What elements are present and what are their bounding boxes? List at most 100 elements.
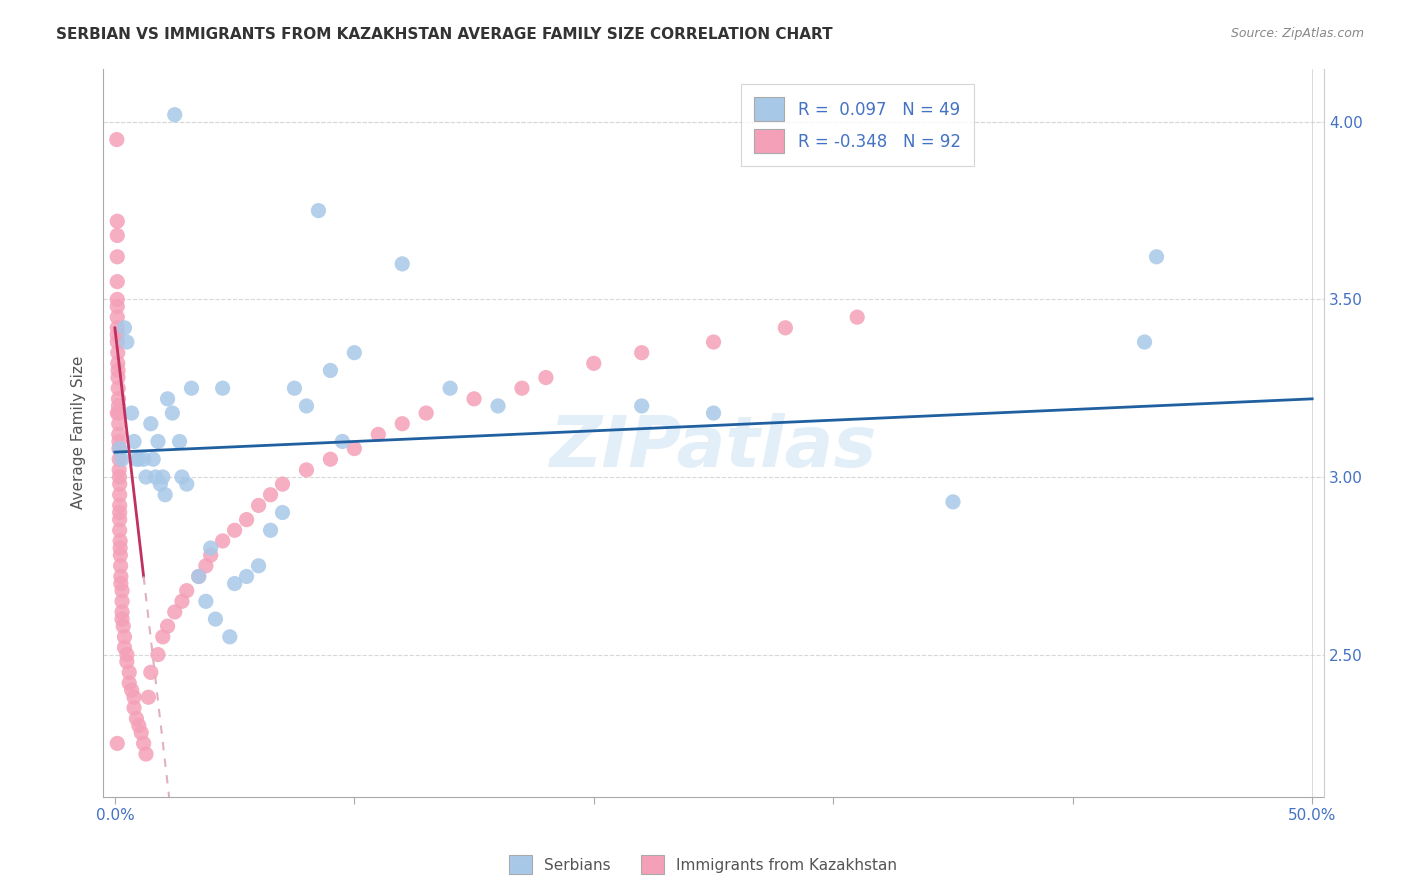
Point <box>110 558 132 573</box>
Point <box>112 619 135 633</box>
Point <box>105 736 128 750</box>
Point <box>107 427 129 442</box>
Point <box>247 499 270 513</box>
Point <box>125 452 148 467</box>
Point <box>115 655 138 669</box>
Point <box>510 381 533 395</box>
Point <box>111 605 134 619</box>
Point <box>105 310 128 325</box>
Point <box>149 477 172 491</box>
Text: Source: ZipAtlas.com: Source: ZipAtlas.com <box>1230 27 1364 40</box>
Point <box>105 132 128 146</box>
Point <box>200 548 222 562</box>
Point <box>343 442 366 456</box>
Point <box>108 523 131 537</box>
Point <box>582 356 605 370</box>
Point <box>105 321 128 335</box>
Point <box>138 690 160 705</box>
Point <box>107 381 129 395</box>
Point <box>108 513 131 527</box>
Point <box>105 334 128 349</box>
Legend: R =  0.097   N = 49, R = -0.348   N = 92: R = 0.097 N = 49, R = -0.348 N = 92 <box>741 84 974 166</box>
Point <box>187 569 209 583</box>
Point <box>108 452 131 467</box>
Point <box>259 523 281 537</box>
Point <box>105 250 128 264</box>
Point <box>111 583 134 598</box>
Point <box>224 523 246 537</box>
Point <box>235 513 257 527</box>
Point <box>319 363 342 377</box>
Point <box>152 470 174 484</box>
Point <box>146 434 169 449</box>
Point <box>486 399 509 413</box>
Point <box>107 370 129 384</box>
Point <box>942 495 965 509</box>
Point <box>142 452 165 467</box>
Point <box>107 417 129 431</box>
Point <box>128 718 150 732</box>
Point <box>169 434 191 449</box>
Point <box>176 583 198 598</box>
Point <box>132 452 155 467</box>
Point <box>170 594 193 608</box>
Point <box>156 392 179 406</box>
Legend: Serbians, Immigrants from Kazakhstan: Serbians, Immigrants from Kazakhstan <box>503 849 903 880</box>
Point <box>307 203 329 218</box>
Point <box>121 683 143 698</box>
Point <box>108 488 131 502</box>
Point <box>163 108 186 122</box>
Point <box>108 506 131 520</box>
Point <box>108 541 131 555</box>
Point <box>114 640 136 655</box>
Point <box>180 381 202 395</box>
Point <box>114 630 136 644</box>
Point <box>122 690 145 705</box>
Point <box>200 541 222 555</box>
Point <box>439 381 461 395</box>
Point <box>110 576 132 591</box>
Point <box>105 228 128 243</box>
Point <box>122 701 145 715</box>
Point <box>108 434 131 449</box>
Point <box>391 257 413 271</box>
Point <box>194 594 217 608</box>
Point <box>115 648 138 662</box>
Point <box>271 477 294 491</box>
Point <box>218 630 240 644</box>
Point <box>105 406 128 420</box>
Point <box>319 452 342 467</box>
Point <box>111 612 134 626</box>
Point <box>132 736 155 750</box>
Point <box>111 594 134 608</box>
Point <box>135 747 157 761</box>
Point <box>107 399 129 413</box>
Point <box>271 506 294 520</box>
Point <box>129 725 152 739</box>
Point <box>107 406 129 420</box>
Point <box>108 470 131 484</box>
Point <box>107 345 129 359</box>
Point <box>204 612 226 626</box>
Point <box>343 345 366 359</box>
Point <box>107 392 129 406</box>
Point <box>108 477 131 491</box>
Point <box>211 533 233 548</box>
Point <box>194 558 217 573</box>
Point <box>702 406 724 420</box>
Point <box>247 558 270 573</box>
Point <box>135 470 157 484</box>
Point <box>211 381 233 395</box>
Point <box>107 363 129 377</box>
Point <box>146 648 169 662</box>
Point <box>111 452 134 467</box>
Text: SERBIAN VS IMMIGRANTS FROM KAZAKHSTAN AVERAGE FAMILY SIZE CORRELATION CHART: SERBIAN VS IMMIGRANTS FROM KAZAKHSTAN AV… <box>56 27 832 42</box>
Point <box>153 488 176 502</box>
Point <box>110 569 132 583</box>
Point <box>259 488 281 502</box>
Point <box>115 334 138 349</box>
Point <box>122 434 145 449</box>
Point <box>1146 250 1168 264</box>
Point <box>139 665 162 680</box>
Point <box>152 630 174 644</box>
